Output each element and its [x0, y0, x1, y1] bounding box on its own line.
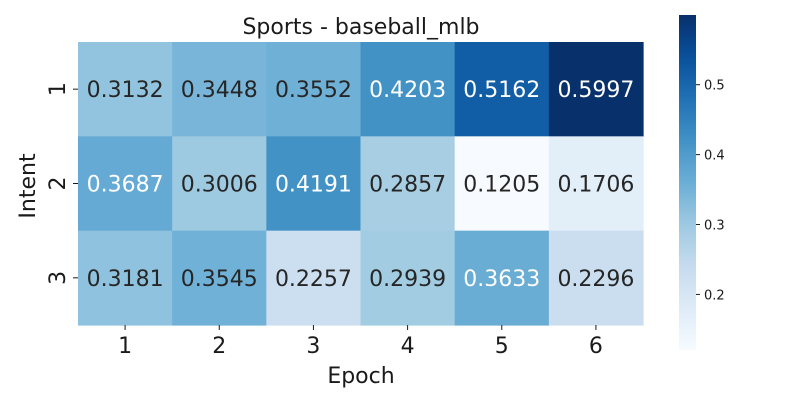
- x-tick-label: 1: [118, 334, 132, 359]
- cell-value-label: 0.4191: [275, 172, 352, 197]
- y-axis-label: Intent: [16, 153, 41, 219]
- heatmap-cell: [78, 136, 173, 232]
- cell-value-label: 0.1706: [557, 172, 634, 197]
- y-tick-labels: 1 2 3: [46, 82, 78, 285]
- heatmap-cell: [78, 42, 173, 137]
- cell-value-label: 0.3181: [87, 267, 164, 292]
- x-tick-label: 2: [212, 334, 226, 359]
- heatmap-cell: [548, 42, 644, 137]
- cell-value-label: 0.5997: [557, 78, 634, 103]
- cell-value-label: 0.3633: [463, 267, 540, 292]
- y-tick-label: 3: [46, 271, 71, 285]
- cell-value-label: 0.1205: [463, 172, 540, 197]
- colorbar: 0.2 0.3 0.4 0.5: [679, 15, 725, 350]
- x-tick-labels: 1 2 3 4 5 6: [118, 324, 603, 359]
- heatmap-cell: [360, 230, 456, 326]
- colorbar-gradient: [679, 15, 696, 350]
- x-tick-label: 5: [495, 334, 509, 359]
- heatmap-cell: [172, 230, 267, 326]
- heatmap-cell: [266, 136, 362, 232]
- heatmap-cell: [454, 42, 550, 137]
- heatmap-cell: [548, 230, 644, 326]
- y-tick-label: 2: [46, 176, 71, 190]
- heatmap-cell: [360, 42, 456, 137]
- cell-value-label: 0.3545: [181, 267, 258, 292]
- x-tick-label: 4: [401, 334, 415, 359]
- colorbar-tick-label: 0.3: [704, 219, 725, 234]
- y-tick-label: 1: [46, 82, 71, 96]
- colorbar-tick-label: 0.2: [704, 288, 725, 303]
- heatmap-cell: [78, 230, 173, 326]
- cell-value-label: 0.2296: [557, 267, 634, 292]
- heatmap-cell: [172, 136, 267, 232]
- cell-value-label: 0.3448: [181, 78, 258, 103]
- cell-value-label: 0.3006: [181, 172, 258, 197]
- cell-value-label: 0.3552: [275, 78, 352, 103]
- x-tick-label: 3: [306, 334, 320, 359]
- colorbar-tick-label: 0.5: [704, 79, 725, 94]
- colorbar-tick-label: 0.4: [704, 149, 725, 164]
- heatmap-cell: [454, 230, 550, 326]
- x-tick-label: 6: [589, 334, 603, 359]
- cell-value-label: 0.2857: [369, 172, 446, 197]
- cell-value-label: 0.2257: [275, 267, 352, 292]
- heatmap-cell: [454, 136, 550, 232]
- chart-title: Sports - baseball_mlb: [242, 15, 479, 40]
- heatmap-cell: [360, 136, 456, 232]
- heatmap-cell: [266, 42, 362, 137]
- heatmap-cell: [548, 136, 644, 232]
- cell-value-label: 0.5162: [463, 78, 540, 103]
- heatmap-cell: [266, 230, 362, 326]
- cell-value-label: 0.3132: [87, 78, 164, 103]
- x-axis-label: Epoch: [327, 364, 394, 389]
- heatmap-cells: 0.3132 0.3448 0.3552 0.4203 0.5162 0.5997 0.36…: [78, 42, 644, 326]
- cell-value-label: 0.4203: [369, 78, 446, 103]
- heatmap-cell: [172, 42, 267, 137]
- cell-value-label: 0.2939: [369, 267, 446, 292]
- cell-value-label: 0.3687: [87, 172, 164, 197]
